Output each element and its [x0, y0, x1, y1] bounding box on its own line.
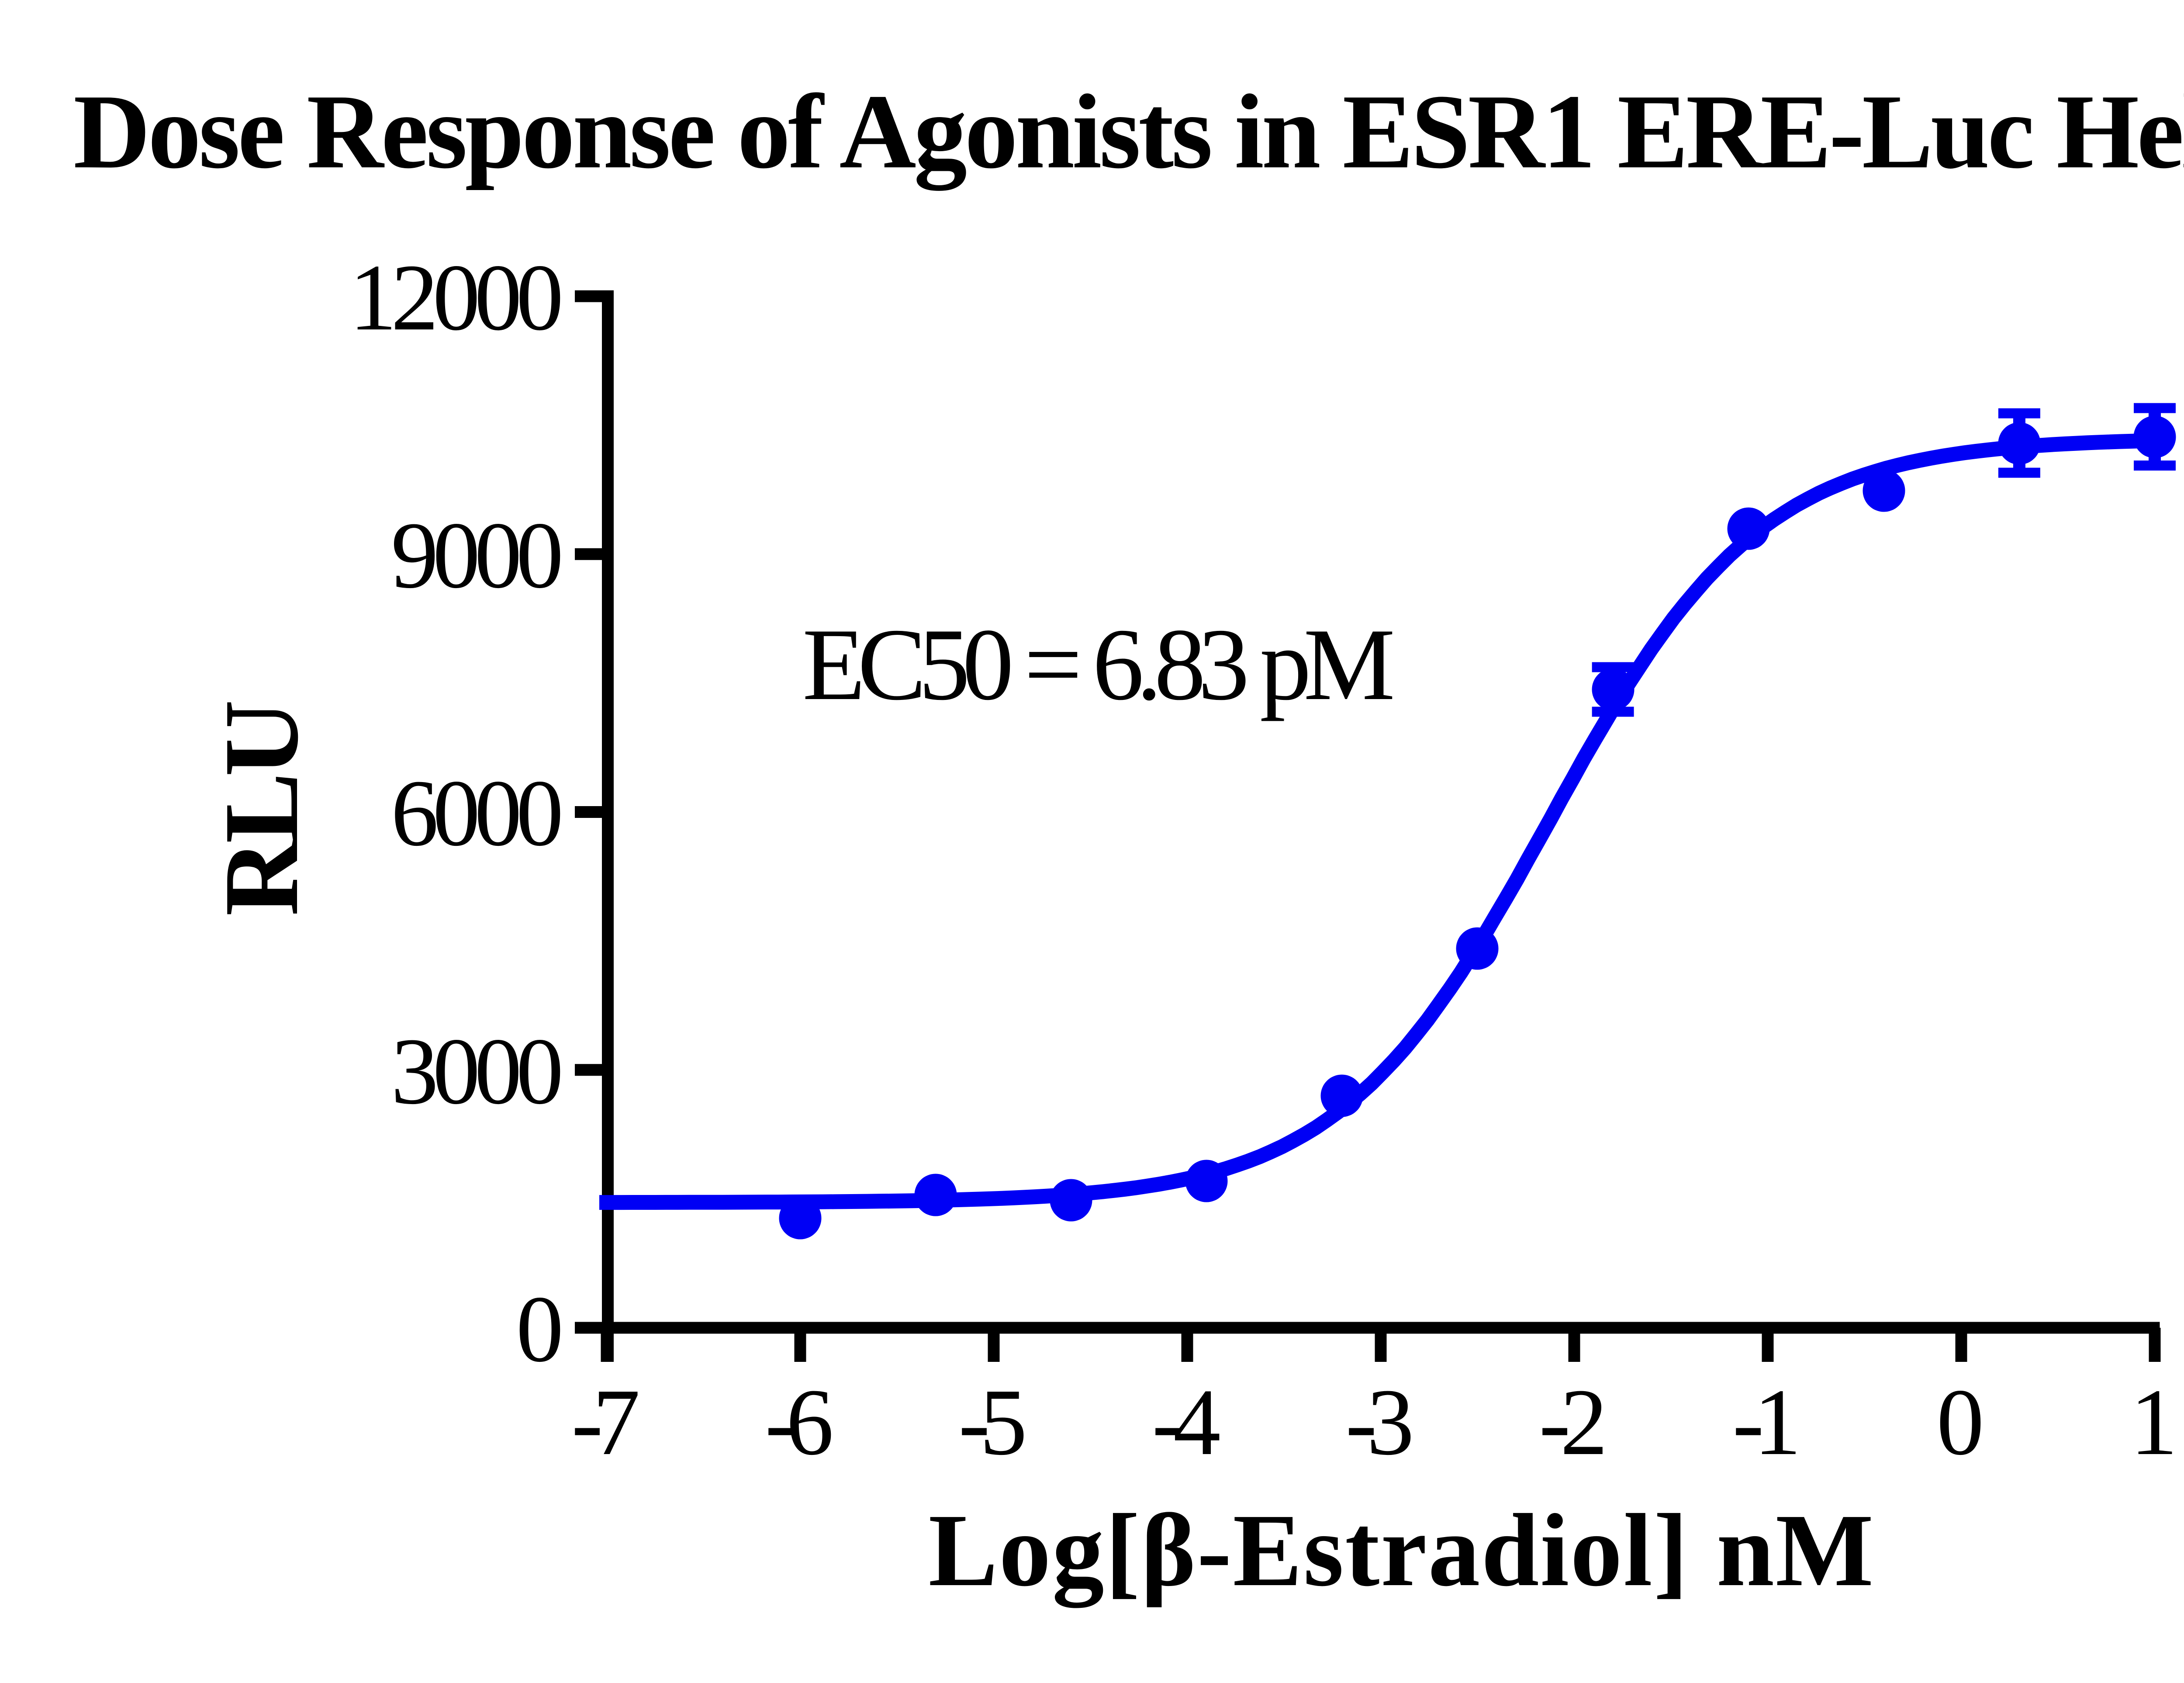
svg-text:-3: -3: [1345, 1370, 1411, 1475]
svg-text:1: 1: [2130, 1370, 2172, 1475]
svg-text:-6: -6: [765, 1370, 831, 1475]
svg-text:3000: 3000: [391, 1019, 560, 1124]
svg-text:-4: -4: [1152, 1370, 1220, 1475]
svg-text:6000: 6000: [391, 761, 560, 866]
svg-text:0: 0: [516, 1277, 560, 1382]
svg-text:-7: -7: [571, 1370, 638, 1475]
svg-text:12000: 12000: [349, 245, 560, 350]
svg-text:-2: -2: [1539, 1370, 1603, 1475]
svg-text:RLU: RLU: [202, 702, 320, 916]
svg-text:9000: 9000: [391, 503, 560, 608]
svg-text:Log[β-Estradiol] nM: Log[β-Estradiol] nM: [929, 1493, 1875, 1608]
svg-text:-5: -5: [958, 1370, 1024, 1475]
svg-text:Dose Response of Agonists in E: Dose Response of Agonists in ESR1 ERE-Lu…: [73, 73, 2184, 191]
svg-text:EC50 = 6.83 pM: EC50 = 6.83 pM: [802, 608, 1392, 722]
svg-text:-1: -1: [1732, 1370, 1796, 1475]
